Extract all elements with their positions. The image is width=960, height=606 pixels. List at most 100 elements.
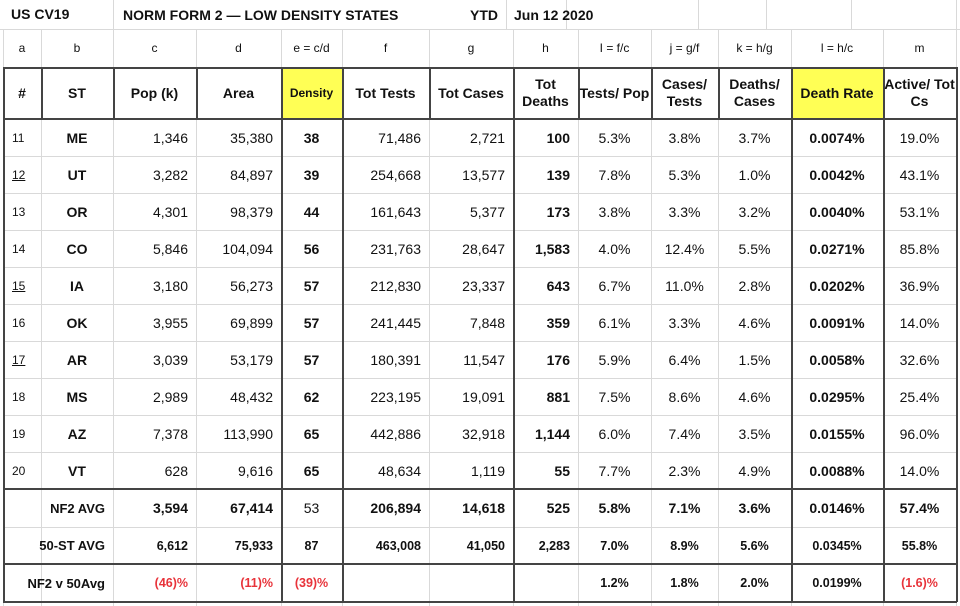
- cell-pop: 3,955: [152, 314, 188, 331]
- gridline-v: [429, 29, 430, 606]
- cell-area: 9,616: [237, 462, 273, 479]
- border-v: [41, 67, 43, 119]
- state-code: MS: [66, 388, 88, 405]
- column-header[interactable]: #: [18, 84, 26, 101]
- column-header[interactable]: Deaths/ Cases: [729, 76, 780, 109]
- cell-deaths: 173: [546, 203, 570, 220]
- border-v: [342, 67, 344, 119]
- death-rate-highlight: [791, 67, 883, 119]
- summary-pop: (46)%: [154, 576, 188, 590]
- cell-cases: 1,119: [471, 462, 505, 479]
- cell-cases-tests: 2.3%: [668, 462, 701, 479]
- summary-tests: 206,894: [370, 500, 421, 516]
- gridline-v: [578, 29, 579, 606]
- cell-cases: 2,721: [469, 129, 505, 146]
- row-number[interactable]: 12: [12, 167, 26, 182]
- summary-label: NF2 v 50Avg: [27, 575, 105, 591]
- row-number: 14: [12, 241, 26, 256]
- state-code: AR: [66, 351, 88, 368]
- state-code: OR: [66, 203, 88, 220]
- gridline-h: [3, 156, 956, 157]
- column-header[interactable]: Pop (k): [130, 84, 179, 101]
- cell-pop: 5,846: [152, 240, 188, 257]
- cell-deaths-cases: 4.6%: [738, 314, 771, 331]
- border-v: [883, 119, 885, 602]
- cell-active: 14.0%: [899, 462, 940, 479]
- density-highlight: [281, 67, 342, 119]
- cell-density: 57: [303, 277, 320, 294]
- border-v: [113, 67, 115, 119]
- border-v: [513, 119, 515, 602]
- column-letter: c: [151, 41, 158, 55]
- cell-death-rate: 0.0040%: [809, 203, 865, 220]
- column-header[interactable]: Tot Cases: [438, 84, 504, 101]
- gridline-v: [956, 0, 957, 29]
- column-header[interactable]: Active/ Tot Cs: [884, 76, 955, 109]
- cell-deaths-cases: 1.5%: [738, 351, 771, 368]
- column-letter: l = h/c: [820, 41, 854, 55]
- row-number: 13: [12, 204, 26, 219]
- cell-deaths: 1,583: [534, 240, 570, 257]
- gridline-h: [0, 29, 960, 30]
- column-header[interactable]: Cases/ Tests: [661, 76, 708, 109]
- cell-cases: 32,918: [462, 425, 505, 442]
- cell-cases: 28,647: [462, 240, 505, 257]
- cell-density: 57: [303, 314, 320, 331]
- gridline-h: [3, 193, 956, 194]
- column-letter: k = h/g: [736, 41, 773, 55]
- cell-pop: 628: [164, 462, 188, 479]
- app-label: US CV19: [11, 6, 70, 22]
- cell-area: 113,990: [223, 425, 273, 442]
- cell-cases-tests: 7.4%: [668, 425, 701, 442]
- column-header[interactable]: Density: [289, 85, 334, 100]
- cell-tests: 223,195: [370, 388, 421, 405]
- row-number[interactable]: 15: [12, 278, 26, 293]
- border-h: [3, 118, 957, 120]
- summary-cases: 14,618: [462, 500, 505, 516]
- gridline-h: [3, 527, 956, 528]
- cell-tests-pop: 5.9%: [598, 351, 631, 368]
- cell-cases: 7,848: [469, 314, 505, 331]
- cell-tests: 71,486: [378, 129, 421, 146]
- column-letter: j = g/f: [669, 41, 700, 55]
- cell-cases-tests: 8.6%: [668, 388, 701, 405]
- cell-deaths-cases: 4.9%: [738, 462, 771, 479]
- gridline-h: [3, 452, 956, 453]
- border-v: [718, 67, 720, 119]
- summary-area: 67,414: [230, 500, 273, 516]
- cell-cases-tests: 3.8%: [668, 129, 701, 146]
- gridline-h: [3, 378, 956, 379]
- summary-tests-pop: 5.8%: [598, 500, 631, 516]
- cell-cases-tests: 5.3%: [668, 166, 701, 183]
- cell-density: 39: [303, 166, 320, 183]
- cell-area: 69,899: [230, 314, 273, 331]
- column-header[interactable]: Tot Deaths: [522, 76, 569, 109]
- column-header[interactable]: Tests/ Pop: [579, 84, 650, 101]
- summary-active: 55.8%: [901, 538, 938, 553]
- row-number[interactable]: 17: [12, 352, 26, 367]
- border-v: [281, 67, 283, 119]
- summary-cases-tests: 1.8%: [670, 576, 699, 590]
- border-h: [3, 67, 957, 69]
- column-header[interactable]: ST: [68, 84, 86, 101]
- summary-active: 57.4%: [899, 500, 940, 516]
- cell-tests: 180,391: [370, 351, 421, 368]
- cell-deaths: 881: [546, 388, 570, 405]
- border-v: [956, 119, 958, 602]
- cell-area: 84,897: [230, 166, 273, 183]
- summary-death-rate: 0.0146%: [809, 500, 865, 516]
- column-header[interactable]: Tot Tests: [355, 84, 416, 101]
- cell-tests: 48,634: [378, 462, 421, 479]
- cell-area: 56,273: [230, 277, 273, 294]
- cell-deaths: 139: [546, 166, 570, 183]
- gridline-v: [698, 0, 699, 29]
- column-header[interactable]: Death Rate: [800, 84, 874, 101]
- cell-active: 85.8%: [899, 240, 940, 257]
- cell-cases: 23,337: [462, 277, 505, 294]
- column-header[interactable]: Area: [222, 84, 255, 101]
- summary-density: 87: [304, 538, 319, 553]
- summary-density: 53: [303, 500, 320, 516]
- summary-pop: 6,612: [156, 538, 188, 553]
- cell-tests: 231,763: [370, 240, 421, 257]
